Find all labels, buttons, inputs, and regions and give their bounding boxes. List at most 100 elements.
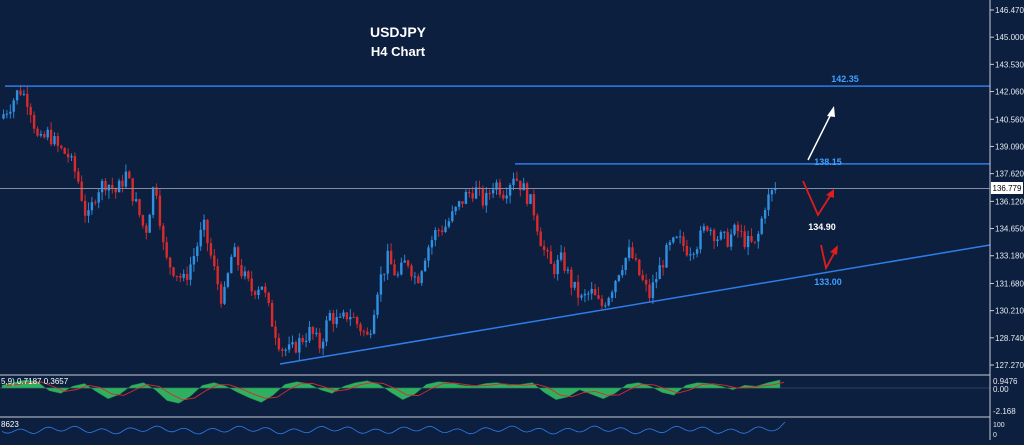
candle-body xyxy=(97,192,100,203)
candle-body xyxy=(750,235,753,242)
candle-body xyxy=(430,240,434,248)
red-zigzag-upper xyxy=(802,180,833,217)
candle-body xyxy=(32,114,36,129)
candle-body xyxy=(478,187,481,189)
candle-body xyxy=(63,147,66,154)
rsi-line xyxy=(1,421,786,435)
candle-body xyxy=(631,247,634,258)
candle-body xyxy=(114,188,117,193)
candlestick-series xyxy=(2,84,777,361)
candle-body xyxy=(206,219,209,244)
candle-body xyxy=(196,246,199,257)
candle-body xyxy=(189,264,192,280)
candle-body xyxy=(19,90,22,95)
candle-body xyxy=(233,247,236,257)
up-arrow-icon xyxy=(827,106,835,117)
candle-body xyxy=(162,225,165,243)
candle-body xyxy=(134,199,138,202)
candle-body xyxy=(281,349,284,351)
osc-tick-label: 0.00 xyxy=(993,385,1009,394)
candle-body xyxy=(767,194,770,211)
rsi-label: 8623 xyxy=(1,420,19,429)
candle-body xyxy=(699,230,702,250)
candle-body xyxy=(726,231,729,247)
candle-body xyxy=(536,215,539,232)
candle-body xyxy=(576,281,580,298)
candle-body xyxy=(587,293,590,295)
candle-body xyxy=(352,317,355,319)
candle-body xyxy=(383,273,386,275)
candle-body xyxy=(284,349,287,351)
candle-body xyxy=(546,250,549,252)
candle-body xyxy=(451,211,454,222)
candle-body xyxy=(230,256,233,274)
price-tick-label: 146.470 xyxy=(995,6,1024,15)
candle-body xyxy=(485,192,488,206)
candle-body xyxy=(155,187,158,196)
candle-body xyxy=(209,243,213,256)
candle-body xyxy=(542,246,546,251)
candle-body xyxy=(90,202,94,211)
candle-body xyxy=(600,298,604,306)
candle-body xyxy=(321,341,325,349)
candle-body xyxy=(427,247,430,261)
price-tick-label: 133.180 xyxy=(995,252,1024,261)
candle-body xyxy=(294,342,298,353)
candle-body xyxy=(447,221,451,227)
candle-body xyxy=(73,156,77,172)
candle-body xyxy=(386,250,389,274)
candle-body xyxy=(665,244,668,268)
level-label-142-35: 142.35 xyxy=(831,74,859,84)
candle-body xyxy=(359,324,362,332)
candle-body xyxy=(308,326,311,341)
candle-body xyxy=(366,331,369,335)
chart-title: USDJPY xyxy=(370,24,427,40)
candle-body xyxy=(695,249,699,254)
candle-body xyxy=(83,200,87,216)
candle-body xyxy=(583,293,587,296)
macd-histogram-area xyxy=(1,379,781,404)
candle-body xyxy=(80,181,83,201)
candle-body xyxy=(566,269,570,271)
candle-body xyxy=(553,263,556,275)
candle-body xyxy=(753,241,757,243)
candle-body xyxy=(270,303,274,327)
candle-body xyxy=(638,259,641,276)
price-axis: 146.470 145.000 143.530 142.060 140.560 139.0… xyxy=(990,6,1024,370)
candle-body xyxy=(716,239,719,242)
candle-body xyxy=(267,292,270,304)
candle-body xyxy=(685,245,689,256)
candle-body xyxy=(287,344,291,350)
candle-body xyxy=(213,255,216,267)
candle-body xyxy=(2,114,5,119)
candle-body xyxy=(736,224,740,232)
candle-body xyxy=(607,297,610,306)
candle-body xyxy=(423,260,427,272)
candle-body xyxy=(454,206,457,212)
candle-body xyxy=(774,188,777,191)
rsi-tick-label: 0 xyxy=(993,432,997,439)
candle-body xyxy=(355,317,359,325)
current-price-badge xyxy=(991,182,1023,194)
candle-body xyxy=(468,191,471,194)
candle-body xyxy=(362,331,366,333)
candle-body xyxy=(301,338,304,343)
candle-body xyxy=(597,295,600,299)
candle-body xyxy=(111,184,114,189)
candle-body xyxy=(434,230,437,241)
price-tick-label: 130.210 xyxy=(995,307,1024,316)
candle-body xyxy=(332,313,335,325)
candle-body xyxy=(138,199,141,216)
candle-body xyxy=(502,194,505,199)
candle-body xyxy=(328,313,332,321)
price-tick-label: 142.060 xyxy=(995,88,1024,97)
candle-body xyxy=(56,136,60,146)
candle-body xyxy=(580,295,583,298)
pivot-label-134-90: 134.90 xyxy=(808,222,836,232)
candle-body xyxy=(556,259,559,275)
candle-body xyxy=(644,279,648,285)
candle-body xyxy=(464,191,468,204)
red-arrow-lower-icon xyxy=(830,245,838,255)
oscillator-histogram xyxy=(1,379,785,404)
candle-body xyxy=(709,229,712,231)
